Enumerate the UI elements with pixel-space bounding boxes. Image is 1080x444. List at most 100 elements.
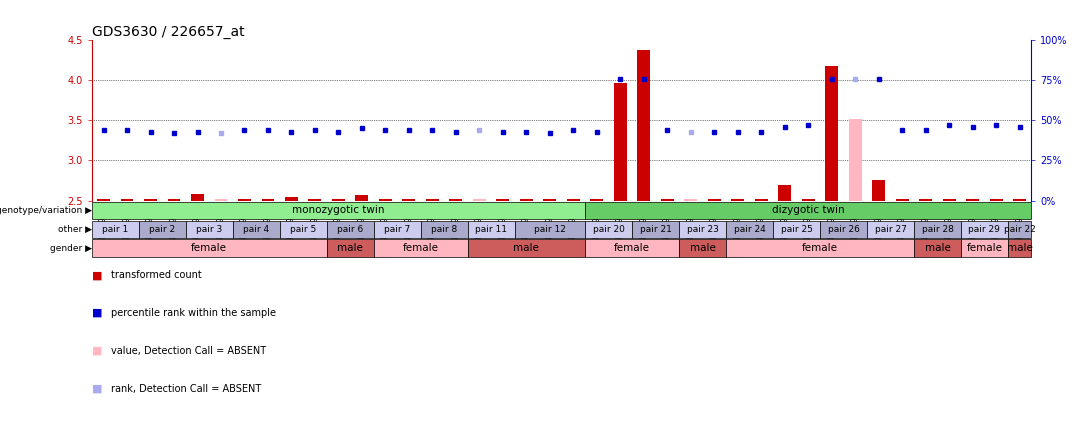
Bar: [1013, 199, 1026, 201]
Bar: [967, 199, 980, 201]
Text: ■: ■: [92, 308, 103, 318]
Bar: [661, 199, 674, 201]
Bar: [191, 194, 204, 201]
Text: female: female: [403, 243, 438, 253]
Bar: [637, 50, 650, 201]
Bar: [873, 181, 886, 201]
Bar: [355, 195, 368, 201]
Bar: [726, 239, 914, 257]
Bar: [726, 221, 773, 238]
Bar: [332, 199, 345, 201]
Text: value, Detection Call = ABSENT: value, Detection Call = ABSENT: [111, 346, 267, 356]
Text: female: female: [802, 243, 838, 253]
Text: pair 20: pair 20: [593, 225, 624, 234]
Text: gender ▶: gender ▶: [50, 243, 92, 253]
Text: male: male: [1007, 243, 1032, 253]
Text: pair 7: pair 7: [384, 225, 410, 234]
Bar: [613, 83, 626, 201]
Bar: [473, 199, 486, 201]
Text: pair 2: pair 2: [149, 225, 175, 234]
Bar: [167, 199, 180, 201]
Bar: [379, 199, 392, 201]
Bar: [468, 221, 515, 238]
Text: pair 21: pair 21: [639, 225, 672, 234]
Bar: [326, 221, 374, 238]
Bar: [92, 239, 326, 257]
Bar: [567, 199, 580, 201]
Text: ■: ■: [92, 384, 103, 393]
Bar: [943, 199, 956, 201]
Bar: [679, 221, 726, 238]
Text: pair 4: pair 4: [243, 225, 269, 234]
Text: ■: ■: [92, 270, 103, 280]
Bar: [519, 199, 532, 201]
Bar: [144, 199, 157, 201]
Bar: [238, 199, 251, 201]
Bar: [280, 221, 327, 238]
Bar: [186, 221, 233, 238]
Text: pair 29: pair 29: [969, 225, 1000, 234]
Bar: [543, 199, 556, 201]
Bar: [215, 199, 228, 201]
Bar: [285, 198, 298, 201]
Bar: [426, 199, 438, 201]
Bar: [326, 239, 374, 257]
Text: other ▶: other ▶: [58, 225, 92, 234]
Text: male: male: [337, 243, 363, 253]
Bar: [97, 199, 110, 201]
Bar: [773, 221, 820, 238]
Bar: [895, 199, 908, 201]
Bar: [731, 199, 744, 201]
Bar: [961, 239, 1008, 257]
Text: pair 27: pair 27: [875, 225, 906, 234]
Bar: [468, 239, 585, 257]
Bar: [989, 199, 1002, 201]
Bar: [585, 221, 632, 238]
Text: male: male: [690, 243, 715, 253]
Text: transformed count: transformed count: [111, 270, 202, 280]
Text: pair 3: pair 3: [197, 225, 222, 234]
Bar: [825, 66, 838, 201]
Text: pair 12: pair 12: [534, 225, 566, 234]
Bar: [685, 199, 698, 201]
Bar: [707, 199, 720, 201]
Text: pair 5: pair 5: [291, 225, 316, 234]
Text: genotype/variation ▶: genotype/variation ▶: [0, 206, 92, 214]
Bar: [497, 199, 510, 201]
Bar: [820, 221, 867, 238]
Text: male: male: [513, 243, 539, 253]
Bar: [1008, 239, 1031, 257]
Text: pair 6: pair 6: [337, 225, 363, 234]
Text: pair 11: pair 11: [475, 225, 508, 234]
Text: pair 22: pair 22: [1003, 225, 1036, 234]
Bar: [585, 239, 679, 257]
Text: pair 23: pair 23: [687, 225, 718, 234]
Bar: [374, 221, 421, 238]
Text: female: female: [191, 243, 227, 253]
Text: percentile rank within the sample: percentile rank within the sample: [111, 308, 276, 318]
Text: rank, Detection Call = ABSENT: rank, Detection Call = ABSENT: [111, 384, 261, 393]
Bar: [403, 199, 416, 201]
Text: pair 28: pair 28: [921, 225, 954, 234]
Bar: [374, 239, 468, 257]
Bar: [849, 119, 862, 201]
Bar: [801, 199, 814, 201]
Text: pair 24: pair 24: [733, 225, 766, 234]
Bar: [1008, 221, 1031, 238]
Bar: [919, 199, 932, 201]
Text: GDS3630 / 226657_at: GDS3630 / 226657_at: [92, 25, 244, 39]
Text: dizygotic twin: dizygotic twin: [772, 205, 845, 215]
Text: pair 25: pair 25: [781, 225, 812, 234]
Bar: [755, 199, 768, 201]
Bar: [92, 221, 138, 238]
Bar: [914, 221, 961, 238]
Bar: [92, 202, 585, 218]
Bar: [233, 221, 280, 238]
Text: ■: ■: [92, 346, 103, 356]
Bar: [779, 185, 792, 201]
Bar: [585, 202, 1031, 218]
Text: pair 26: pair 26: [827, 225, 860, 234]
Bar: [139, 221, 186, 238]
Bar: [867, 221, 914, 238]
Bar: [309, 199, 322, 201]
